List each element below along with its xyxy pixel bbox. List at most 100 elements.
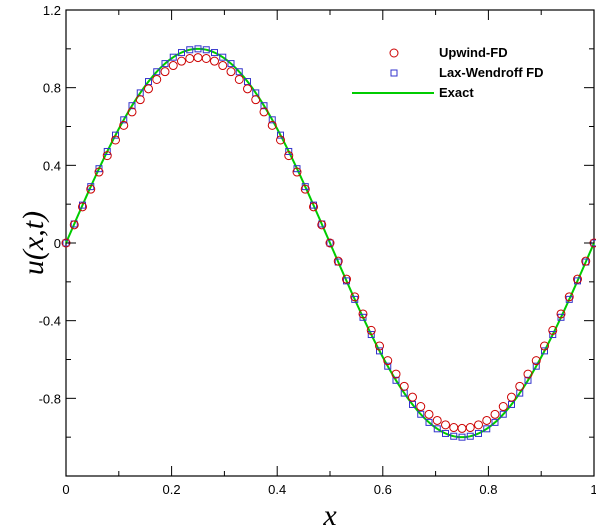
data-point-lax-wendroff [178,49,185,57]
data-point-upwind [540,341,549,351]
data-point-upwind [531,356,541,366]
data-point-upwind [69,220,79,230]
data-point-lax-wendroff [450,432,458,440]
data-point-lax-wendroff [260,102,268,110]
y-tick-label: 0 [54,236,61,251]
data-point-lax-wendroff [285,147,293,155]
data-point-upwind [366,325,376,335]
data-point-upwind [226,67,236,77]
data-point-upwind [507,392,516,402]
data-point-upwind [465,423,475,433]
data-point-upwind [259,107,269,117]
data-point-upwind [94,167,104,177]
data-point-lax-wendroff [103,147,111,155]
legend-label: Exact [439,85,474,100]
data-point-lax-wendroff [128,102,136,110]
legend: Upwind-FD Lax-Wendroff FD Exact [352,45,543,100]
data-point-lax-wendroff [433,425,441,433]
data-point-lax-wendroff [277,131,284,139]
data-point-upwind [333,256,343,266]
data-point-lax-wendroff [194,45,202,53]
data-point-upwind [449,423,459,433]
data-point-lax-wendroff [268,116,276,124]
data-point-upwind [383,356,393,366]
data-point-upwind [135,95,145,105]
data-point-lax-wendroff [549,331,557,339]
legend-label: Upwind-FD [439,45,508,60]
y-tick-label: -0.4 [39,314,61,329]
x-tick-label: 0.6 [374,482,392,497]
data-point-upwind [498,402,508,412]
data-point-upwind [218,61,228,71]
data-point-lax-wendroff [442,429,449,437]
data-point-upwind [391,369,401,379]
data-point-lax-wendroff [376,347,383,355]
x-tick-label: 0.4 [268,482,286,497]
legend-label: Lax-Wendroff FD [439,65,543,80]
data-point-lax-wendroff [574,277,581,285]
data-point-upwind [276,135,285,145]
data-point-upwind [416,402,426,412]
data-point-lax-wendroff [120,116,128,124]
y-tick-label: 0.8 [43,81,61,96]
data-point-lax-wendroff [79,201,86,209]
data-point-upwind [152,74,162,84]
data-point-upwind [490,409,500,419]
data-point-upwind [127,107,137,117]
data-point-upwind [556,309,566,319]
y-tick-label: -0.8 [39,391,61,406]
data-point-upwind [548,325,558,335]
data-point-upwind [317,220,327,230]
data-point-lax-wendroff [499,410,507,418]
data-point-upwind [78,202,87,212]
data-point-lax-wendroff [112,131,119,139]
data-point-upwind [515,381,525,391]
data-point-upwind [375,341,384,351]
data-point-upwind [201,53,211,63]
data-point-upwind [168,61,178,71]
data-point-upwind [86,184,96,194]
data-point-lax-wendroff [541,347,548,355]
data-point-upwind [111,135,120,145]
data-point-lax-wendroff [532,362,540,370]
data-point-lax-wendroff [466,432,474,440]
data-point-lax-wendroff [235,68,243,76]
data-point-upwind [243,84,252,94]
legend-marker-lax-wendroff [390,69,398,77]
data-point-upwind [102,151,112,161]
data-point-upwind [267,120,277,130]
data-point-lax-wendroff [367,331,375,339]
data-point-lax-wendroff [343,277,350,285]
data-point-upwind [309,202,318,212]
data-point-upwind [210,56,219,66]
data-point-upwind [325,238,335,248]
data-point-upwind [193,53,203,63]
data-point-lax-wendroff [161,60,169,68]
data-point-upwind [342,274,351,284]
axes-layer: 0 0.2 0.4 0.6 0.8 1 -0.8 -0.4 0 0.4 0.8 1.2 [39,3,596,497]
data-point-upwind [350,292,360,302]
data-point-lax-wendroff [153,68,161,76]
data-point-upwind [482,415,492,425]
y-tick-label: 1.2 [43,3,61,18]
data-point-lax-wendroff [425,418,433,426]
data-point-upwind [399,381,409,391]
data-point-upwind [358,309,368,319]
data-point-lax-wendroff [202,46,210,54]
data-point-lax-wendroff [417,410,425,418]
data-point-upwind [408,392,417,402]
series-layer [61,45,596,441]
data-point-upwind [441,420,450,430]
data-point-lax-wendroff [219,53,227,61]
data-point-upwind [424,409,434,419]
y-tick-label: 0.4 [43,158,61,173]
data-point-lax-wendroff [491,418,499,426]
data-point-upwind [251,95,261,105]
y-axis-title: u(x,t) [17,211,50,275]
data-point-upwind [177,56,186,66]
data-point-upwind [234,74,244,84]
legend-marker-upwind [389,48,399,58]
data-point-lax-wendroff [326,239,334,247]
data-point-upwind [119,120,129,130]
data-point-lax-wendroff [310,201,317,209]
